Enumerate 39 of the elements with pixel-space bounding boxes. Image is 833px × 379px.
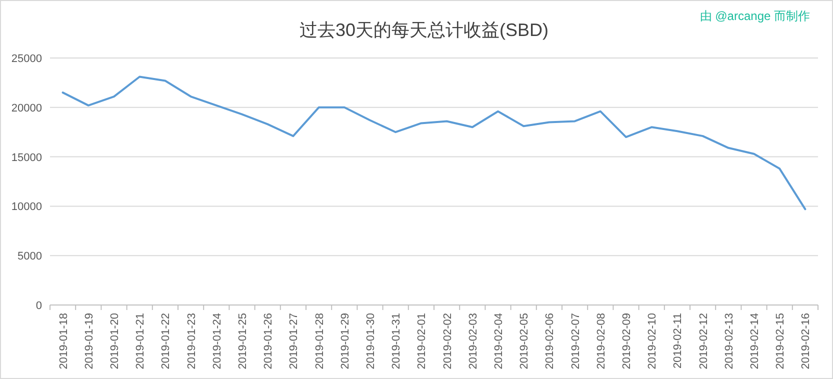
y-tick-label: 5000: [18, 250, 42, 263]
text: 由 @arcange 而制作: [700, 9, 810, 23]
x-tick-label: 2019-01-25: [237, 313, 249, 370]
x-tick-label: 2019-02-04: [493, 313, 505, 370]
y-tick-label: 15000: [11, 152, 42, 164]
y-tick-label: 0: [36, 300, 42, 312]
x-tick-label: 2019-02-03: [467, 313, 480, 370]
x-tick-label: 2019-02-02: [442, 313, 454, 370]
line-series: [62, 76, 806, 210]
chart-title: 过去30天的每天总计收益(SBD): [299, 20, 549, 40]
x-tick-label: 2019-01-21: [134, 313, 147, 370]
x-tick-label: 2019-02-11: [672, 313, 684, 368]
x-tick-label: 2019-02-07: [570, 313, 582, 370]
x-tick-label: 2019-02-13: [723, 313, 736, 370]
x-tick-label: 2019-02-12: [698, 313, 710, 370]
y-tick-label: 25000: [11, 53, 42, 65]
x-tick-label: 2019-02-14: [749, 313, 761, 370]
y-tick-label: 20000: [11, 102, 42, 114]
x-tick-label: 2019-01-20: [109, 313, 121, 370]
x-tick-label: 2019-02-08: [595, 313, 608, 370]
x-tick-label: 2019-01-26: [262, 313, 275, 370]
x-tick-label: 2019-01-18: [58, 313, 70, 370]
x-tick-label: 2019-01-30: [365, 313, 377, 370]
x-tick-label: 2019-02-10: [646, 313, 659, 370]
x-tick-label: 2019-02-15: [774, 313, 787, 370]
x-tick-label: 2019-01-28: [314, 313, 326, 370]
x-tick-label: 2019-01-19: [83, 313, 96, 370]
x-tick-label: 2019-02-06: [544, 313, 556, 370]
x-tick-label: 2019-02-05: [518, 313, 531, 370]
x-tick-label: 2019-01-31: [390, 313, 403, 370]
x-tick-label: 2019-02-16: [800, 313, 812, 370]
x-tick-label: 2019-02-01: [416, 313, 428, 370]
x-tick-label: 2019-01-29: [339, 313, 352, 370]
x-tick-label: 2019-01-23: [186, 313, 198, 370]
x-tick-label: 2019-01-24: [211, 313, 224, 370]
y-tick-label: 10000: [11, 201, 42, 214]
x-tick-label: 2019-01-27: [288, 313, 300, 370]
x-tick-label: 2019-01-22: [160, 313, 172, 370]
x-tick-label: 2019-02-09: [621, 313, 633, 370]
